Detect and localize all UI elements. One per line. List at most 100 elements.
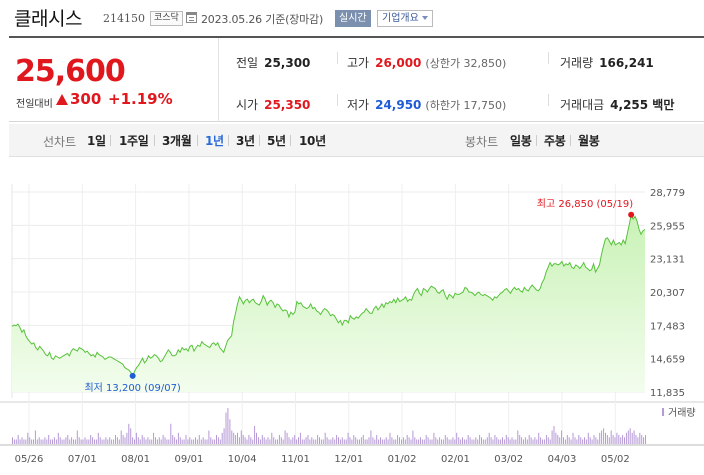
volume-bar (530, 437, 532, 445)
volume-bar (349, 437, 351, 445)
volume-bar (263, 437, 265, 445)
volume-bar (137, 437, 139, 445)
volume-bar (624, 437, 625, 445)
volume-bar (229, 419, 231, 445)
x-tick-label: 05/02 (601, 454, 630, 465)
volume-bar (528, 435, 530, 444)
date-text: 2023.05.26 기준(장마감) (201, 13, 324, 26)
volume-bar (299, 432, 301, 445)
volume-bar (507, 437, 509, 445)
candle-weekly[interactable]: 주봉 (544, 134, 566, 148)
divider (197, 135, 198, 146)
volume-bar (343, 439, 345, 444)
volume-bar (618, 435, 620, 444)
volume-bar (191, 439, 193, 444)
volume-bar (627, 430, 629, 444)
volume-legend-label: 거래량 (668, 407, 696, 419)
divider (154, 135, 155, 146)
volume-bar (614, 437, 616, 445)
period-bar: 선차트 1일 1주일 3개월 1년 3년 5년 10년 봉차트 일봉 주봉 월봉 (9, 124, 704, 157)
volume-bar (462, 437, 463, 445)
volume-bar (278, 435, 280, 444)
realtime-button[interactable]: 실시간 (335, 10, 371, 27)
volume-bar (94, 439, 95, 444)
volume-bar (248, 435, 250, 444)
volume-bar (111, 439, 113, 444)
volume-bar (389, 432, 391, 445)
volume-bar (444, 435, 446, 444)
volume-bar (147, 437, 149, 445)
volume-bar (456, 432, 458, 445)
volume-bar (568, 437, 570, 445)
volume-cell: 거래량 166,241 (560, 54, 654, 71)
volume-bar (195, 437, 196, 445)
volume-bar (391, 437, 393, 445)
volume-bar (534, 437, 536, 445)
volume-bar (355, 437, 357, 445)
period-1w[interactable]: 1주일 (119, 134, 149, 148)
volume-bar (17, 435, 19, 444)
volume-bar (502, 437, 503, 445)
volume-bar (401, 439, 402, 444)
period-3y[interactable]: 3년 (236, 134, 255, 148)
x-tick-label: 04/03 (548, 454, 577, 465)
volume-bar (532, 439, 534, 444)
period-1d[interactable]: 1일 (87, 134, 106, 148)
stock-code: 214150 (103, 12, 145, 25)
volume-bar (553, 426, 555, 444)
volume-bar (582, 439, 584, 444)
open-label: 시가 (236, 98, 259, 112)
volume-bar (19, 439, 21, 444)
volume-bar (341, 437, 343, 445)
company-info-label: 기업개요 (382, 13, 419, 24)
volume-bar (189, 437, 191, 445)
volume-bar (124, 437, 126, 445)
open-cell: 시가 25,350 (236, 96, 310, 113)
volume-bar (448, 439, 450, 444)
company-info-button[interactable]: 기업개요 (377, 10, 433, 27)
chevron-down-icon (421, 16, 428, 20)
volume-bar (63, 439, 65, 444)
volume-bar (301, 439, 303, 444)
volume-bar (584, 437, 585, 445)
period-10y[interactable]: 10년 (299, 134, 326, 148)
volume-bar (322, 439, 324, 444)
volume-bar (67, 435, 69, 444)
volume-bar (259, 439, 261, 444)
volume-bar (31, 439, 33, 444)
volume-bar (313, 439, 315, 444)
volume-bar (204, 439, 206, 444)
volume-bar (395, 439, 397, 444)
x-tick-label: 09/01 (174, 454, 203, 465)
prev-close-cell: 전일 25,300 (236, 54, 310, 71)
volume-bar (309, 439, 311, 444)
volume-bar (547, 437, 549, 445)
volume-bar (126, 432, 128, 445)
volume-bar (246, 439, 248, 444)
volume-bar (637, 437, 639, 445)
volume-bar (378, 439, 380, 444)
volume-bar (269, 439, 271, 444)
volume-bar (339, 439, 341, 444)
divider (548, 94, 549, 106)
up-arrow-icon (56, 94, 68, 105)
amount-value: 4,255 백만 (610, 98, 675, 112)
volume-bar (282, 439, 284, 444)
y-tick-label: 25,955 (650, 221, 685, 232)
price-chart-svg: 28,779 25,955 23,131 20,307 17,483 14,659 11,8… (0, 184, 704, 465)
period-1y[interactable]: 1년 (205, 134, 224, 148)
volume-bar (233, 432, 235, 445)
volume-bar (122, 435, 124, 444)
volume-bar (580, 437, 582, 445)
candle-daily[interactable]: 일봉 (510, 134, 532, 148)
period-5y[interactable]: 5년 (267, 134, 286, 148)
candle-monthly[interactable]: 월봉 (578, 134, 600, 148)
volume-bar (162, 435, 164, 444)
volume-bar (641, 435, 643, 444)
period-3m[interactable]: 3개월 (162, 134, 192, 148)
low-point (129, 372, 136, 379)
volume-bar (36, 439, 38, 444)
volume-bar (408, 437, 410, 445)
volume-bar (135, 432, 137, 445)
volume-bar (244, 437, 246, 445)
